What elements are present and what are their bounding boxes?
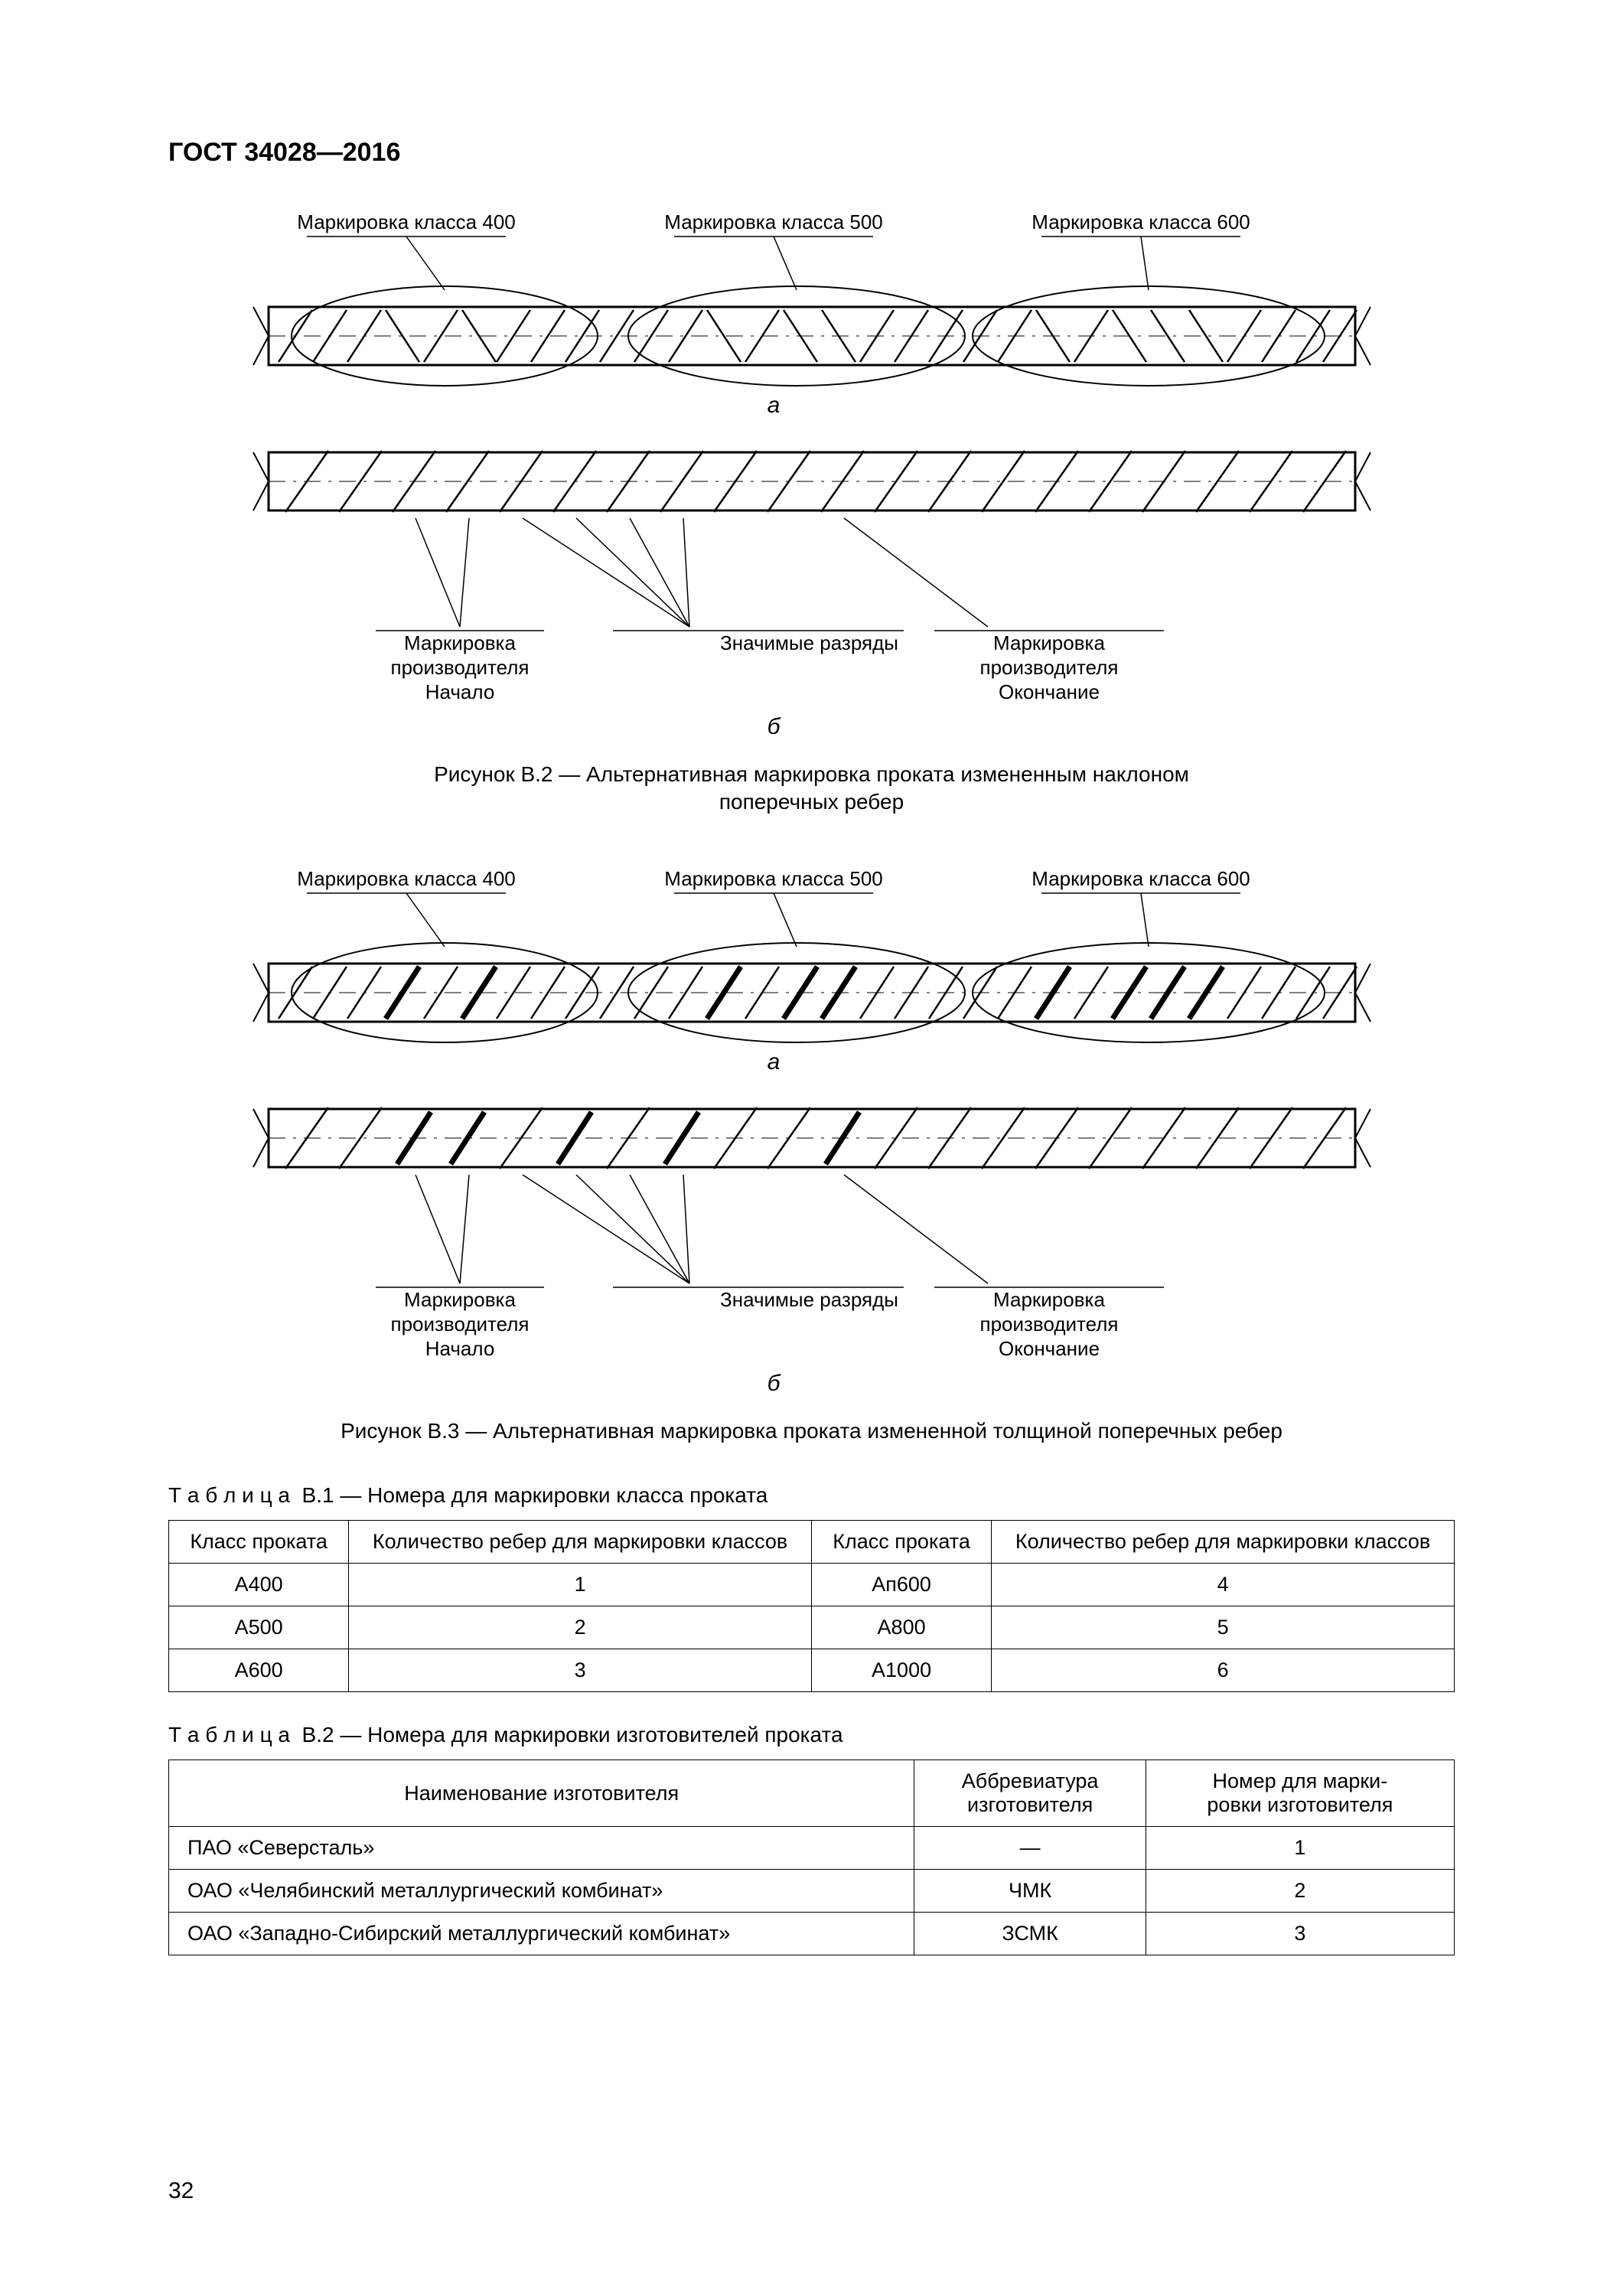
label-prod-end-l2: производителя	[979, 656, 1118, 679]
label-digits-b3: Значимые разряды	[720, 1288, 898, 1311]
label-mark400-b3: Маркировка класса 400	[297, 867, 516, 890]
table-b1-h3: Количество ребер для маркировки классов	[992, 1521, 1455, 1564]
label-prod-end-l2-b3: производителя	[979, 1313, 1118, 1336]
table-b1-h1: Количество ребер для маркировки классов	[349, 1521, 812, 1564]
label-prod-start-l1: Маркировка	[404, 631, 516, 654]
label-prod-end-l1: Маркировка	[993, 631, 1105, 654]
figure-b3-letter-a: а	[767, 1049, 780, 1075]
label-prod-end-l1-b3: Маркировка	[993, 1288, 1105, 1311]
figure-b2-caption: Рисунок В.2 — Альтернативная маркировка …	[168, 761, 1455, 817]
table-row: ОАО «Западно-Сибирский металлургический …	[169, 1913, 1455, 1955]
label-digits: Значимые разряды	[720, 631, 898, 654]
table-b2-h1: Аббревиатура изготовителя	[914, 1760, 1146, 1827]
table-b1-title: Т а б л и ц а В.1 — Номера для маркировк…	[168, 1483, 1455, 1508]
page-number: 32	[168, 2178, 194, 2204]
table-b1-h2: Класс проката	[811, 1521, 991, 1564]
table-row: А5002А8005	[169, 1606, 1455, 1649]
label-prod-start-l1-b3: Маркировка	[404, 1288, 516, 1311]
label-mark500-b3: Маркировка класса 500	[664, 867, 883, 890]
figure-b3-caption: Рисунок В.3 — Альтернативная маркировка …	[168, 1417, 1455, 1445]
label-prod-start-l3-b3: Начало	[425, 1337, 494, 1360]
page-header: ГОСТ 34028—2016	[168, 138, 1455, 168]
label-prod-end-l3-b3: Окончание	[998, 1337, 1099, 1360]
table-b2: Наименование изготовителя Аббревиатура и…	[168, 1760, 1455, 1955]
table-b2-h2: Номер для марки-ровки изготовителя	[1146, 1760, 1454, 1827]
figure-b2-letter-a: а	[767, 393, 780, 418]
figure-b2-letter-b: б	[767, 714, 781, 734]
label-mark500: Маркировка класса 500	[664, 210, 883, 233]
label-mark600: Маркировка класса 600	[1031, 210, 1250, 233]
table-b2-h0: Наименование изготовителя	[169, 1760, 914, 1827]
label-mark600-b3: Маркировка класса 600	[1031, 867, 1250, 890]
label-prod-start-l2: производителя	[390, 656, 529, 679]
table-row: ПАО «Северсталь»—1	[169, 1827, 1455, 1870]
label-prod-start-l2-b3: производителя	[390, 1313, 529, 1336]
figure-b3: Маркировка класса 400 Маркировка класса …	[168, 855, 1455, 1394]
table-b1: Класс проката Количество ребер для марки…	[168, 1520, 1455, 1692]
table-b1-h0: Класс проката	[169, 1521, 349, 1564]
table-b2-title: Т а б л и ц а В.2 — Номера для маркировк…	[168, 1723, 1455, 1747]
table-row: А4001Ап6004	[169, 1564, 1455, 1606]
label-prod-start-l3: Начало	[425, 680, 494, 703]
figure-b2: Маркировка класса 400 Маркировка класса …	[168, 198, 1455, 738]
label-prod-end-l3: Окончание	[998, 680, 1099, 703]
table-row: ОАО «Челябинский металлургический комбин…	[169, 1870, 1455, 1913]
label-mark400: Маркировка класса 400	[297, 210, 516, 233]
figure-b3-letter-b: б	[767, 1371, 781, 1391]
table-row: А6003А10006	[169, 1649, 1455, 1692]
